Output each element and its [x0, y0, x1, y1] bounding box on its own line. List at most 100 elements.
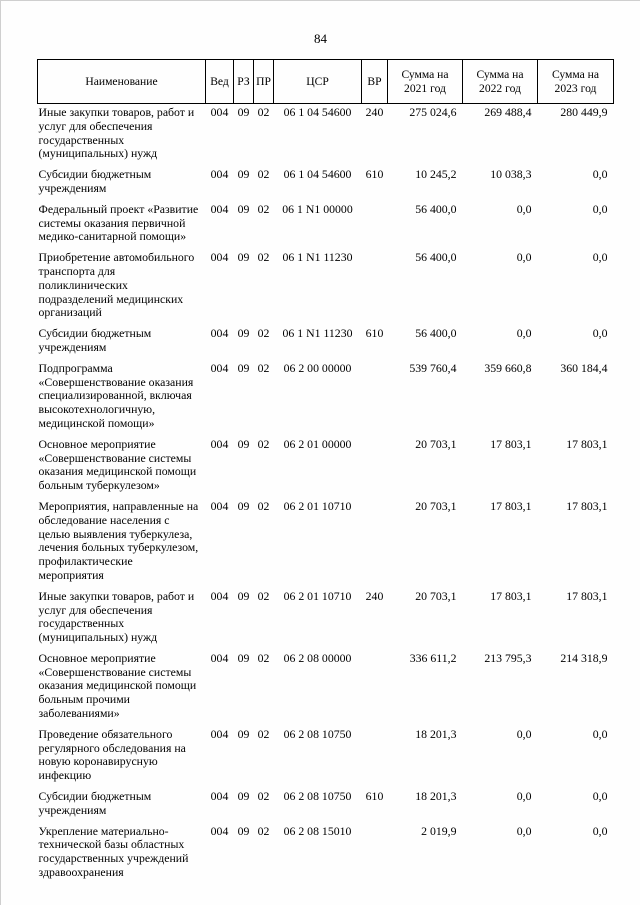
row-name: Федеральный проект «Развитие системы ока… [38, 201, 199, 244]
table-row: Основное мероприятие «Совершенствование … [38, 650, 614, 726]
row-name: Субсидии бюджетным учреждениям [38, 789, 152, 817]
row-csr: 06 1 04 54600 [283, 167, 352, 182]
row-pr: 02 [257, 823, 270, 838]
row-ved: 004 [210, 105, 229, 119]
row-name: Иные закупки товаров, работ и услуг для … [38, 105, 195, 161]
row-name: Субсидии бюджетным учреждениям [38, 167, 152, 195]
row-sum-2023: 280 449,9 [560, 105, 608, 119]
row-ved: 004 [210, 167, 229, 182]
row-sum-2023: 0,0 [592, 326, 608, 341]
row-ved: 004 [210, 360, 229, 375]
row-sum-2023: 0,0 [592, 726, 608, 741]
row-sum-2023: 0,0 [592, 201, 608, 216]
table-row: Основное мероприятие «Совершенствование … [38, 436, 614, 498]
row-rz: 09 [237, 823, 250, 838]
row-pr: 02 [257, 105, 270, 119]
row-sum-2023: 360 184,4 [560, 360, 608, 375]
row-csr: 06 2 01 10710 [283, 588, 352, 603]
row-sum-2021: 20 703,1 [415, 588, 457, 603]
row-pr: 02 [257, 498, 270, 513]
table-row: Иные закупки товаров, работ и услуг для … [38, 104, 614, 167]
row-ved: 004 [210, 650, 229, 665]
row-sum-2021: 539 760,4 [409, 360, 457, 375]
row-sum-2022: 213 795,3 [484, 650, 532, 665]
header-pr: ПР [253, 59, 274, 104]
row-rz: 09 [237, 167, 250, 182]
row-vr: 240 [365, 105, 384, 119]
table-row: Подпрограмма «Совершенствование оказания… [38, 360, 614, 436]
row-name: Мероприятия, направленные на обследовани… [38, 498, 199, 582]
row-sum-2023: 17 803,1 [566, 436, 608, 451]
row-sum-2021: 56 400,0 [415, 326, 457, 341]
row-sum-2023: 0,0 [592, 789, 608, 804]
header-ved: Вед [205, 59, 234, 104]
row-rz: 09 [237, 360, 250, 375]
row-ved: 004 [210, 326, 229, 341]
row-vr: 240 [365, 588, 384, 603]
row-sum-2023: 17 803,1 [566, 588, 608, 603]
table-body: Иные закупки товаров, работ и услуг для … [38, 104, 614, 885]
row-ved: 004 [210, 789, 229, 804]
row-rz: 09 [237, 250, 250, 265]
budget-table: Наименование Вед РЗ ПР ЦСР ВР Сумма на 2… [37, 59, 614, 885]
row-vr [362, 249, 388, 325]
row-sum-2022: 0,0 [516, 250, 532, 265]
row-csr: 06 2 08 10750 [283, 726, 352, 741]
table-row: Субсидии бюджетным учреждениям 004 09 02… [38, 788, 614, 823]
row-pr: 02 [257, 650, 270, 665]
row-vr: 610 [365, 167, 384, 182]
row-sum-2021: 10 245,2 [415, 167, 457, 182]
row-csr: 06 1 N1 00000 [282, 201, 353, 216]
row-vr [362, 201, 388, 249]
row-sum-2022: 0,0 [516, 823, 532, 838]
row-sum-2022: 17 803,1 [490, 436, 532, 451]
row-csr: 06 2 00 00000 [283, 360, 352, 375]
row-csr: 06 2 08 00000 [283, 650, 352, 665]
row-sum-2021: 275 024,6 [409, 105, 457, 119]
row-sum-2022: 0,0 [516, 726, 532, 741]
row-name: Основное мероприятие «Совершенствование … [38, 436, 197, 493]
row-csr: 06 2 08 15010 [283, 823, 352, 838]
row-rz: 09 [237, 588, 250, 603]
row-sum-2022: 0,0 [516, 326, 532, 341]
row-name: Приобретение автомобильного транспорта д… [38, 250, 195, 320]
table-row: Субсидии бюджетным учреждениям 004 09 02… [38, 325, 614, 360]
row-vr [362, 360, 388, 436]
row-pr: 02 [257, 167, 270, 182]
row-sum-2022: 359 660,8 [484, 360, 532, 375]
row-ved: 004 [210, 726, 229, 741]
row-rz: 09 [237, 498, 250, 513]
table-row: Субсидии бюджетным учреждениям 004 09 02… [38, 166, 614, 201]
table-row: Проведение обязательного регулярного обс… [38, 726, 614, 788]
row-rz: 09 [237, 326, 250, 341]
row-ved: 004 [210, 250, 229, 265]
row-vr [362, 650, 388, 726]
row-rz: 09 [237, 726, 250, 741]
row-name: Основное мероприятие «Совершенствование … [38, 650, 197, 721]
table-row: Укрепление материально-технической базы … [38, 823, 614, 885]
row-pr: 02 [257, 436, 270, 451]
row-pr: 02 [257, 326, 270, 341]
row-pr: 02 [257, 360, 270, 375]
row-name: Подпрограмма «Совершенствование оказания… [38, 360, 194, 430]
table-row: Мероприятия, направленные на обследовани… [38, 498, 614, 588]
row-sum-2022: 10 038,3 [490, 167, 532, 182]
row-sum-2023: 0,0 [592, 167, 608, 182]
row-csr: 06 2 01 10710 [283, 498, 352, 513]
header-sum-2021: Сумма на 2021 год [387, 59, 463, 104]
row-ved: 004 [210, 588, 229, 603]
row-csr: 06 2 01 00000 [283, 436, 352, 451]
row-sum-2022: 17 803,1 [490, 588, 532, 603]
header-sum-2022: Сумма на 2022 год [462, 59, 538, 104]
row-rz: 09 [237, 436, 250, 451]
row-rz: 09 [237, 201, 250, 216]
row-sum-2022: 269 488,4 [484, 105, 532, 119]
header-rz: РЗ [233, 59, 254, 104]
row-sum-2023: 0,0 [592, 823, 608, 838]
header-vr: ВР [361, 59, 388, 104]
row-pr: 02 [257, 588, 270, 603]
row-pr: 02 [257, 201, 270, 216]
row-sum-2021: 56 400,0 [415, 250, 457, 265]
row-sum-2022: 17 803,1 [490, 498, 532, 513]
